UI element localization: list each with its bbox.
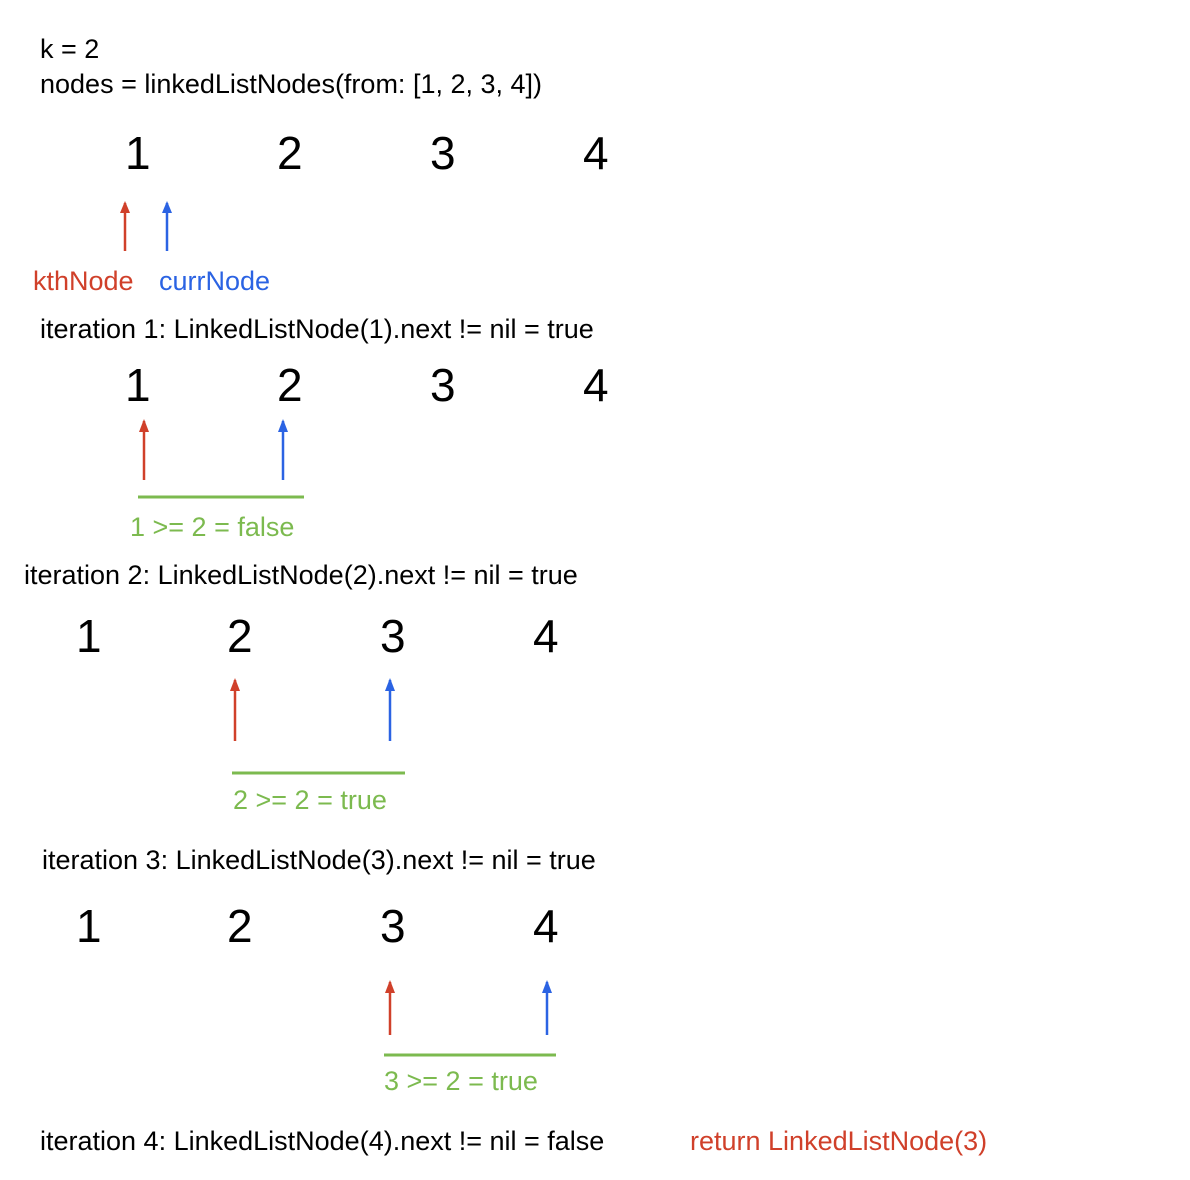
iter3-kth-arrow — [385, 980, 395, 1035]
curr-node-label: currNode — [159, 266, 271, 296]
initial-node-4: 4 — [583, 127, 609, 179]
initial-node-1: 1 — [125, 127, 151, 179]
iteration-1-comparison: 1 >= 2 = false — [130, 512, 295, 542]
iter3-node-2: 2 — [227, 900, 253, 952]
iter3-curr-arrow — [542, 980, 552, 1035]
iter2-node-2: 2 — [227, 610, 253, 662]
kth-node-label: kthNode — [33, 266, 134, 296]
iteration-2-comparison: 2 >= 2 = true — [233, 785, 387, 815]
iter3-node-3: 3 — [380, 900, 406, 952]
k-assignment: k = 2 — [40, 34, 100, 64]
iter2-node-3: 3 — [380, 610, 406, 662]
iter3-node-1: 1 — [76, 900, 102, 952]
iter1-node-2: 2 — [277, 359, 303, 411]
iter1-node-4: 4 — [583, 359, 609, 411]
iter2-node-1: 1 — [76, 610, 102, 662]
nodes-assignment: nodes = linkedListNodes(from: [1, 2, 3, … — [40, 69, 543, 99]
iteration-1-text: iteration 1: LinkedListNode(1).next != n… — [40, 314, 594, 344]
iter2-node-4: 4 — [533, 610, 559, 662]
iter2-kth-arrow — [230, 678, 240, 741]
iteration-2-text: iteration 2: LinkedListNode(2).next != n… — [24, 560, 578, 590]
iteration-3-text: iteration 3: LinkedListNode(3).next != n… — [42, 845, 596, 875]
initial-node-3: 3 — [430, 127, 456, 179]
iteration-3-comparison: 3 >= 2 = true — [384, 1066, 538, 1096]
initial-node-2: 2 — [277, 127, 303, 179]
iter2-curr-arrow — [385, 678, 395, 741]
iter1-kth-arrow — [139, 419, 149, 480]
iter3-node-4: 4 — [533, 900, 559, 952]
iteration-4-text: iteration 4: LinkedListNode(4).next != n… — [40, 1126, 605, 1156]
iter1-node-1: 1 — [125, 359, 151, 411]
return-result: return LinkedListNode(3) — [690, 1126, 988, 1156]
initial-curr-arrow — [162, 201, 172, 251]
iter1-curr-arrow — [278, 419, 288, 480]
iter1-node-3: 3 — [430, 359, 456, 411]
initial-kth-arrow — [120, 201, 130, 251]
